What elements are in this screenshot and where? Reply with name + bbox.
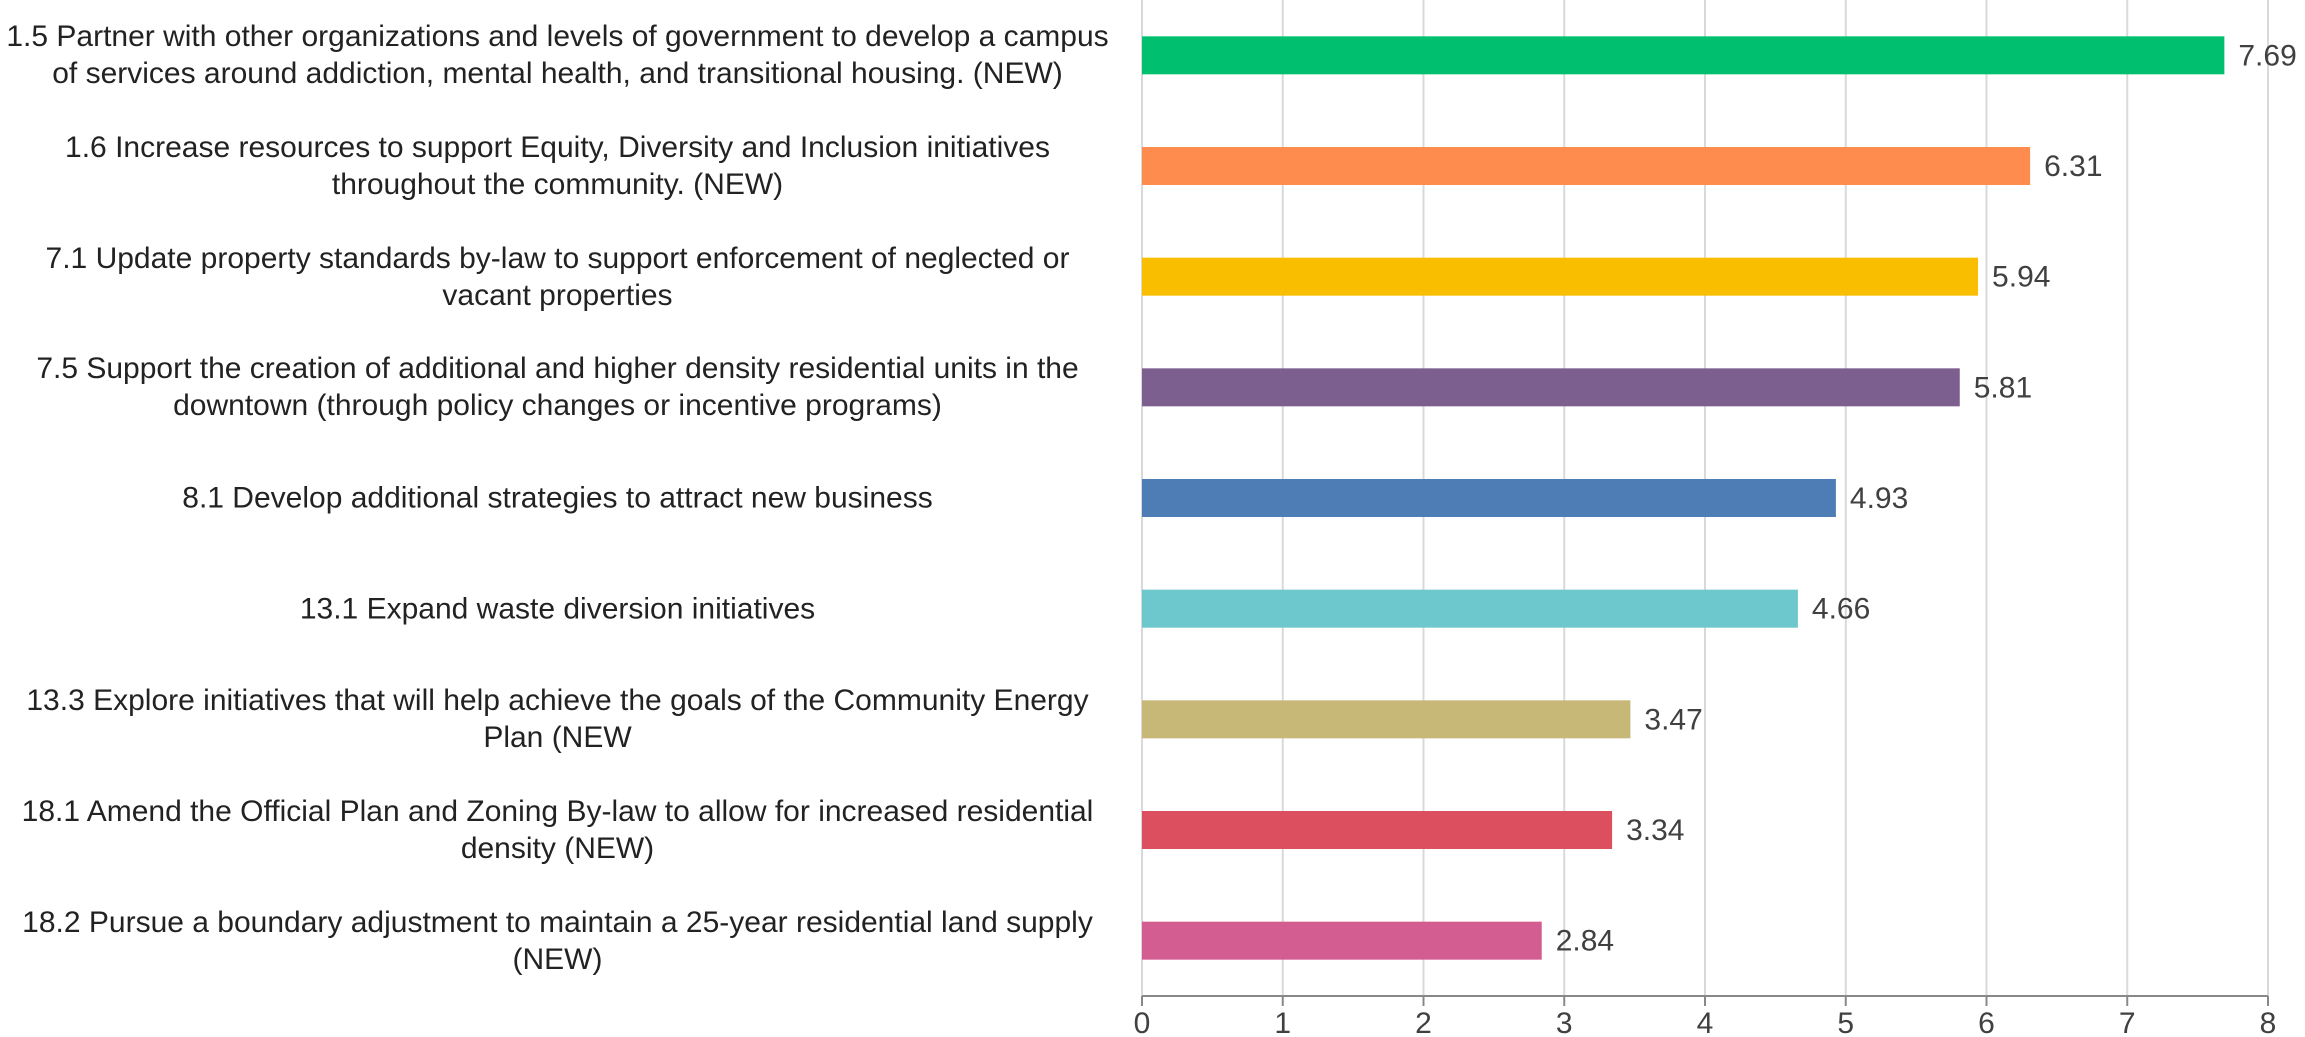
bar — [1142, 589, 1798, 628]
value-label: 4.93 — [1850, 482, 1908, 515]
value-label: 3.34 — [1626, 814, 1684, 847]
bar — [1142, 147, 2031, 185]
value-label: 6.31 — [2044, 150, 2102, 183]
category-label: 1.6 Increase resources to support Equity… — [65, 131, 1050, 201]
bar — [1142, 921, 1542, 960]
category-label: 7.5 Support the creation of additional a… — [36, 352, 1079, 423]
category-label: 18.1 Amend the Official Plan and Zoning … — [21, 795, 1094, 865]
bar — [1142, 368, 1960, 407]
bar — [1142, 811, 1613, 849]
value-label: 3.47 — [1644, 703, 1702, 736]
x-tick-label: 1 — [1274, 1007, 1291, 1037]
category-label: 7.1 Update property standards by-law to … — [45, 241, 1070, 312]
bar — [1142, 479, 1836, 517]
value-label: 5.94 — [1992, 261, 2050, 294]
x-tick-label: 3 — [1556, 1007, 1573, 1037]
value-label: 7.69 — [2238, 39, 2296, 72]
category-label: 13.3 Explore initiatives that will help … — [26, 684, 1089, 755]
category-label: 13.1 Expand waste diversion initiatives — [299, 592, 816, 626]
bar — [1142, 36, 2225, 75]
x-tick-label: 4 — [1697, 1007, 1714, 1037]
x-tick-label: 6 — [1978, 1007, 1995, 1037]
bar — [1142, 700, 1631, 739]
category-label: 18.2 Pursue a boundary adjustment to mai… — [22, 905, 1093, 976]
x-tick-label: 8 — [2260, 1007, 2277, 1037]
x-tick-label: 2 — [1415, 1007, 1432, 1037]
x-tick-label: 5 — [1837, 1007, 1854, 1037]
x-tick-label: 0 — [1134, 1007, 1151, 1037]
value-label: 4.66 — [1812, 593, 1870, 626]
value-label: 2.84 — [1556, 925, 1614, 958]
category-label: 1.5 Partner with other organizations and… — [6, 20, 1109, 91]
x-tick-label: 7 — [2119, 1007, 2136, 1037]
value-label: 5.81 — [1974, 371, 2032, 404]
bar — [1142, 257, 1979, 296]
category-label: 8.1 Develop additional strategies to att… — [182, 481, 933, 515]
